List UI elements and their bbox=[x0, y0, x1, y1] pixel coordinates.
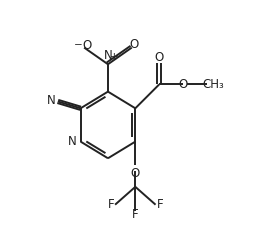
Text: F: F bbox=[107, 198, 114, 211]
Text: O: O bbox=[82, 39, 92, 52]
Text: −: − bbox=[74, 40, 83, 50]
Text: O: O bbox=[131, 167, 140, 180]
Text: O: O bbox=[154, 51, 164, 64]
Text: O: O bbox=[178, 78, 187, 91]
Text: N: N bbox=[104, 49, 112, 62]
Text: O: O bbox=[130, 38, 139, 50]
Text: N: N bbox=[68, 135, 76, 148]
Text: +: + bbox=[110, 52, 119, 62]
Text: F: F bbox=[132, 208, 139, 221]
Text: CH₃: CH₃ bbox=[202, 78, 224, 91]
Text: F: F bbox=[156, 198, 163, 211]
Text: N: N bbox=[47, 94, 55, 107]
